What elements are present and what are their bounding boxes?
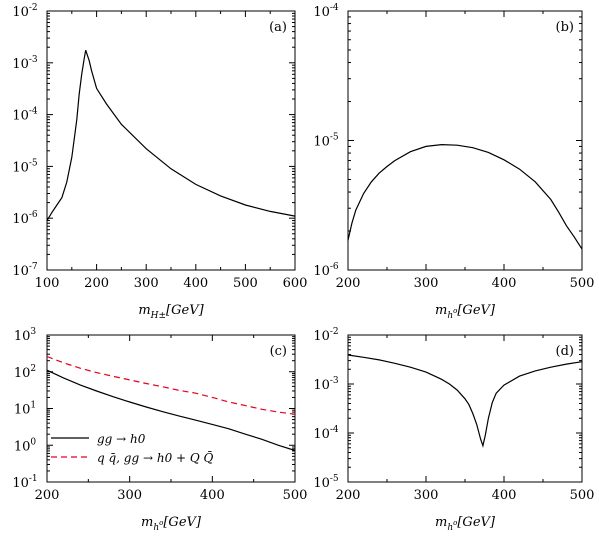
series-line-0 — [46, 369, 296, 452]
y-tick-label: 10-6 — [313, 262, 339, 279]
x-tick-label: 100 — [35, 276, 60, 291]
panel-d: 200 300 400 500 10-5 10-4 10-3 10-2 (d) mho[GeV] — [313, 327, 594, 533]
x-tick-label: 200 — [336, 488, 361, 503]
series-line-1 — [46, 355, 296, 415]
x-tick-label: 500 — [283, 488, 308, 503]
x-tick-label: 300 — [134, 276, 159, 291]
plot-frame — [347, 334, 583, 483]
x-tick-label: 200 — [35, 488, 60, 503]
x-tick-label: 400 — [492, 276, 517, 291]
legend-label: gg → h0 — [97, 432, 146, 446]
y-tick-label: 102 — [14, 364, 36, 381]
y-tick-label: 10-4 — [12, 107, 38, 124]
x-axis-label: mho[GeV] — [141, 515, 202, 533]
x-tick-label: 300 — [414, 488, 439, 503]
panel-label: (a) — [269, 20, 287, 35]
y-tick-label: 10-5 — [313, 133, 339, 150]
x-axis-label: mho[GeV] — [435, 303, 496, 321]
series-line-0 — [46, 50, 296, 221]
x-tick-label: 300 — [414, 276, 439, 291]
series-line-0 — [347, 143, 583, 250]
x-tick-label: 200 — [336, 276, 361, 291]
x-tick-label: 500 — [570, 276, 595, 291]
y-tick-label: 10-3 — [313, 376, 339, 393]
x-axis-label: mho[GeV] — [435, 515, 496, 533]
x-tick-label: 300 — [117, 488, 142, 503]
legend-label: q q̄, gg → h0 + Q Q̄ — [97, 450, 214, 465]
y-tick-label: 10-3 — [12, 55, 38, 72]
plot-frame — [347, 10, 583, 271]
plot-frame — [46, 10, 296, 271]
x-axis-label: mH±[GeV] — [138, 303, 204, 321]
y-tick-label: 10-4 — [313, 425, 339, 442]
y-tick-label: 10-6 — [12, 210, 38, 227]
y-tick-label: 10-2 — [12, 3, 37, 20]
y-tick-label: 10-1 — [12, 474, 37, 491]
panel-label: (c) — [270, 344, 287, 359]
x-tick-label: 400 — [492, 488, 517, 503]
y-tick-label: 10-4 — [313, 3, 339, 20]
y-tick-label: 103 — [14, 327, 37, 344]
y-tick-label: 10-5 — [313, 474, 339, 491]
y-tick-label: 10-5 — [12, 158, 38, 175]
y-tick-label: 10-7 — [12, 262, 38, 279]
x-tick-label: 500 — [570, 488, 595, 503]
series-line-0 — [347, 354, 583, 448]
panel-a: 100 200 300 400 500 600 10-7 10-6 10-5 10-4 10-3 10… — [12, 3, 307, 321]
y-tick-label: 101 — [14, 401, 36, 418]
x-tick-label: 400 — [200, 488, 225, 503]
y-tick-label: 10-2 — [313, 327, 338, 344]
panel-c: 200 300 400 500 10-1 100 101 102 103 (c) mho[GeV] g… — [12, 327, 307, 533]
x-tick-label: 400 — [183, 276, 208, 291]
panel-label: (b) — [556, 20, 574, 35]
x-tick-label: 200 — [84, 276, 109, 291]
x-tick-label: 500 — [233, 276, 258, 291]
x-tick-label: 600 — [283, 276, 308, 291]
y-tick-label: 100 — [14, 437, 37, 454]
panel-label: (d) — [556, 344, 574, 359]
panel-b: 200 300 400 500 10-6 10-5 10-4 (b) mho[GeV] — [313, 3, 594, 321]
